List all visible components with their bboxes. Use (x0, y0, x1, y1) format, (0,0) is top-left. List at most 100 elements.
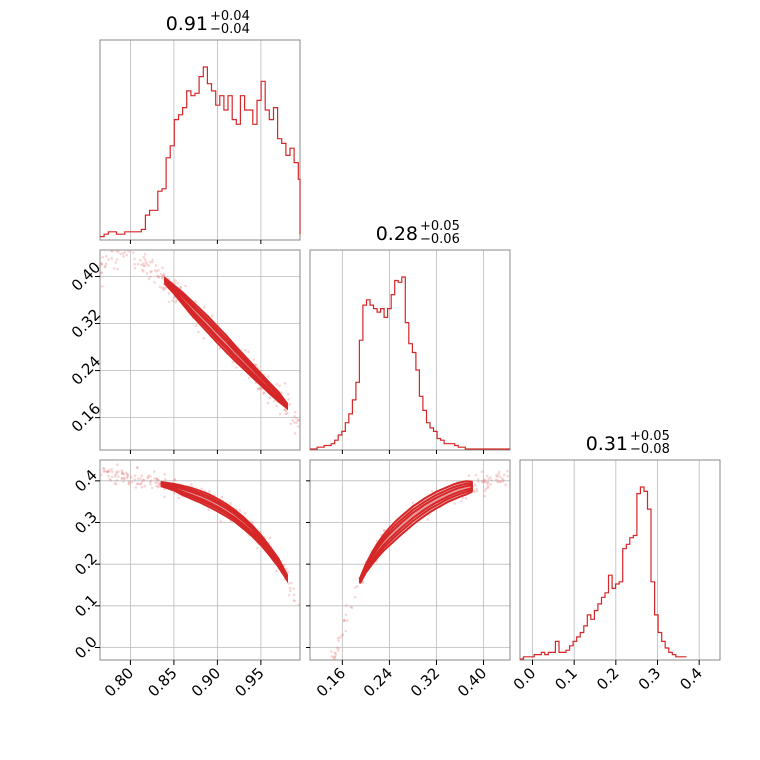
scatter-point (285, 567, 288, 571)
scatter-point (126, 475, 129, 478)
scatter-point (126, 473, 130, 477)
scatter-point (100, 263, 104, 266)
scatter-point (147, 474, 151, 477)
scatter-point (329, 650, 333, 653)
titles-layer: 0.91 +0.04−0.040.28 +0.05−0.060.31 +0.05−0.… (166, 9, 670, 457)
scatter-point (496, 475, 499, 478)
scatter-point (120, 472, 124, 476)
scatter-point (134, 486, 138, 489)
scatter-point (175, 299, 178, 302)
scatter-point (150, 269, 153, 273)
scatter-point (483, 478, 487, 482)
scatter-point (194, 300, 197, 303)
scatter-point (162, 273, 166, 276)
scatter-point (275, 383, 279, 386)
density-2-0 (99, 463, 301, 606)
scatter-point (287, 593, 291, 597)
scatter-point (155, 484, 158, 488)
scatter-point (289, 589, 292, 593)
panel-0-0 (99, 39, 301, 241)
scatter-point (133, 474, 137, 478)
scatter-point (161, 275, 165, 279)
scatter-point (127, 250, 130, 253)
scatter-point (426, 518, 430, 521)
scatter-point (136, 466, 139, 469)
scatter-point (136, 477, 140, 481)
scatter-point (477, 480, 480, 483)
scatter-point (114, 261, 118, 264)
scatter-point (117, 475, 120, 478)
scatter-point (125, 253, 128, 257)
panel-frame-2-2 (519, 459, 721, 661)
scatter-point (108, 477, 112, 481)
scatter-point (143, 264, 146, 268)
scatter-point (140, 474, 143, 478)
scatter-point (486, 486, 490, 489)
scatter-point (151, 258, 154, 262)
scatter-point (475, 487, 479, 491)
scatter-point (268, 536, 272, 540)
scatter-point (122, 255, 125, 258)
scatter-point (148, 480, 152, 484)
density-2-1 (329, 469, 510, 660)
scatter-point (127, 482, 131, 486)
scatter-point (138, 482, 142, 486)
density-1-0 (99, 249, 300, 435)
scatter-point (356, 584, 359, 588)
scatter-point (464, 497, 468, 500)
scatter-point (153, 477, 156, 480)
scatter-point (295, 416, 298, 420)
scatter-point (149, 275, 152, 279)
scatter-point (101, 285, 104, 288)
scatter-point (283, 408, 287, 412)
scatter-point (149, 479, 153, 482)
scatter-point (482, 479, 486, 482)
scatter-point (501, 478, 505, 482)
scatter-point (506, 474, 510, 478)
scatter-point (483, 495, 487, 498)
scatter-point (135, 482, 139, 486)
scatter-point (208, 490, 211, 493)
scatter-point (467, 474, 471, 477)
scatter-point (255, 363, 258, 367)
scatter-point (105, 262, 108, 266)
scatter-point (174, 301, 177, 304)
xtick-label-0-3: 0.95 (231, 664, 267, 700)
scatter-point (501, 480, 505, 483)
scatter-point (132, 251, 135, 254)
scatter-point (266, 401, 270, 405)
xtick-label-1-3: 0.40 (454, 664, 490, 700)
scatter-point (133, 257, 136, 261)
scatter-point (120, 477, 124, 480)
scatter-point (100, 262, 103, 265)
scatter-point (275, 569, 278, 573)
scatter-point (115, 470, 118, 474)
scatter-point (143, 252, 147, 256)
scatter-point (103, 264, 107, 268)
histogram-1 (310, 276, 510, 450)
scatter-point (296, 425, 300, 428)
scatter-point (268, 396, 272, 400)
scatter-point (99, 262, 103, 266)
density-band-band-mid (160, 481, 288, 583)
title-plus-1: +0.05 (420, 219, 460, 234)
scatter-point (333, 655, 337, 659)
panel-2-2 (519, 459, 721, 661)
scatter-point (231, 360, 234, 364)
histogram-0 (100, 66, 301, 238)
scatter-point (287, 582, 291, 585)
ytick-label-2-0: 0.0 (71, 633, 101, 663)
scatter-point (110, 256, 113, 260)
scatter-point (102, 467, 106, 471)
title-minus-1: −0.06 (420, 232, 460, 247)
ytick-label-2-1: 0.1 (71, 591, 101, 621)
scatter-point (283, 564, 286, 567)
scatter-point (343, 619, 346, 623)
scatter-point (120, 469, 124, 473)
scatter-point (200, 487, 203, 491)
scatter-point (99, 272, 103, 275)
scatter-point (157, 268, 160, 272)
scatter-point (179, 286, 182, 289)
scatter-point (292, 599, 296, 602)
